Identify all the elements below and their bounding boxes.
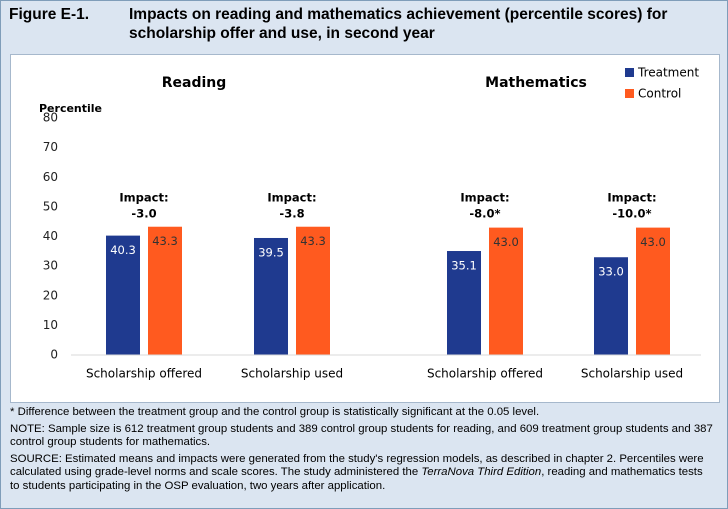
source-note: SOURCE: Estimated means and impacts were… (10, 453, 715, 494)
bar (489, 227, 523, 355)
annotation-label: Impact: (607, 191, 656, 205)
y-axis-label: Percentile (39, 102, 102, 115)
chart-title: Impacts on reading and mathematics achie… (129, 6, 668, 42)
legend-label: Treatment (637, 66, 699, 80)
annotation-label: Impact: (119, 191, 168, 205)
bar (254, 237, 288, 355)
source-text: SOURCE: Estimated means and impacts were… (10, 452, 704, 479)
value-label: 39.5 (258, 245, 284, 259)
annotation-label: Impact: (267, 191, 316, 205)
annotation-value: -3.0 (131, 207, 156, 221)
bar (447, 251, 481, 355)
bar (296, 226, 330, 355)
bar (106, 235, 140, 355)
y-tick-label: 60 (43, 170, 58, 184)
note: NOTE: Sample size is 612 treatment group… (10, 422, 713, 449)
value-label: 43.3 (152, 234, 178, 248)
annotation-value: -3.8 (279, 207, 304, 221)
bar (636, 227, 670, 355)
value-label: 35.1 (451, 259, 477, 273)
y-tick-label: 70 (43, 140, 58, 154)
x-tick-label: Scholarship used (241, 367, 343, 381)
panel-title: Mathematics (485, 75, 587, 91)
y-tick-label: 0 (50, 348, 58, 362)
y-tick-label: 80 (43, 111, 58, 125)
y-tick-label: 50 (43, 199, 58, 213)
source-text: , reading and mathematics tests to stude… (10, 466, 703, 492)
y-tick-label: 10 (43, 318, 58, 332)
value-label: 43.3 (300, 234, 326, 248)
y-tick-label: 40 (43, 229, 58, 243)
legend-swatch (625, 68, 634, 77)
value-label: 40.3 (110, 243, 136, 257)
bar (148, 226, 182, 355)
legend-swatch (625, 89, 634, 98)
note: * Difference between the treatment group… (10, 406, 540, 418)
annotation-value: -8.0* (469, 207, 500, 221)
value-label: 43.0 (493, 235, 519, 249)
annotation-label: Impact: (460, 191, 509, 205)
annotation-value: -10.0* (612, 207, 651, 221)
header: Figure E-1. Impacts on reading and mathe… (9, 5, 709, 43)
source-italic: TerraNova Third Edition (421, 466, 542, 478)
value-label: 33.0 (598, 265, 624, 279)
figure-label: Figure E-1. (9, 6, 90, 23)
y-tick-label: 30 (43, 259, 58, 273)
chart: Percentile 0 10 20 30 40 50 60 70 80 Reading Mathem… (10, 54, 720, 403)
y-tick-label: 20 (43, 288, 58, 302)
x-tick-label: Scholarship used (581, 367, 683, 381)
x-tick-label: Scholarship offered (427, 367, 543, 381)
x-tick-label: Scholarship offered (86, 367, 202, 381)
panel-title: Reading (162, 75, 227, 91)
bar (594, 257, 628, 355)
notes: * Difference between the treatment group… (10, 406, 715, 496)
legend-label: Control (638, 87, 681, 101)
value-label: 43.0 (640, 235, 666, 249)
